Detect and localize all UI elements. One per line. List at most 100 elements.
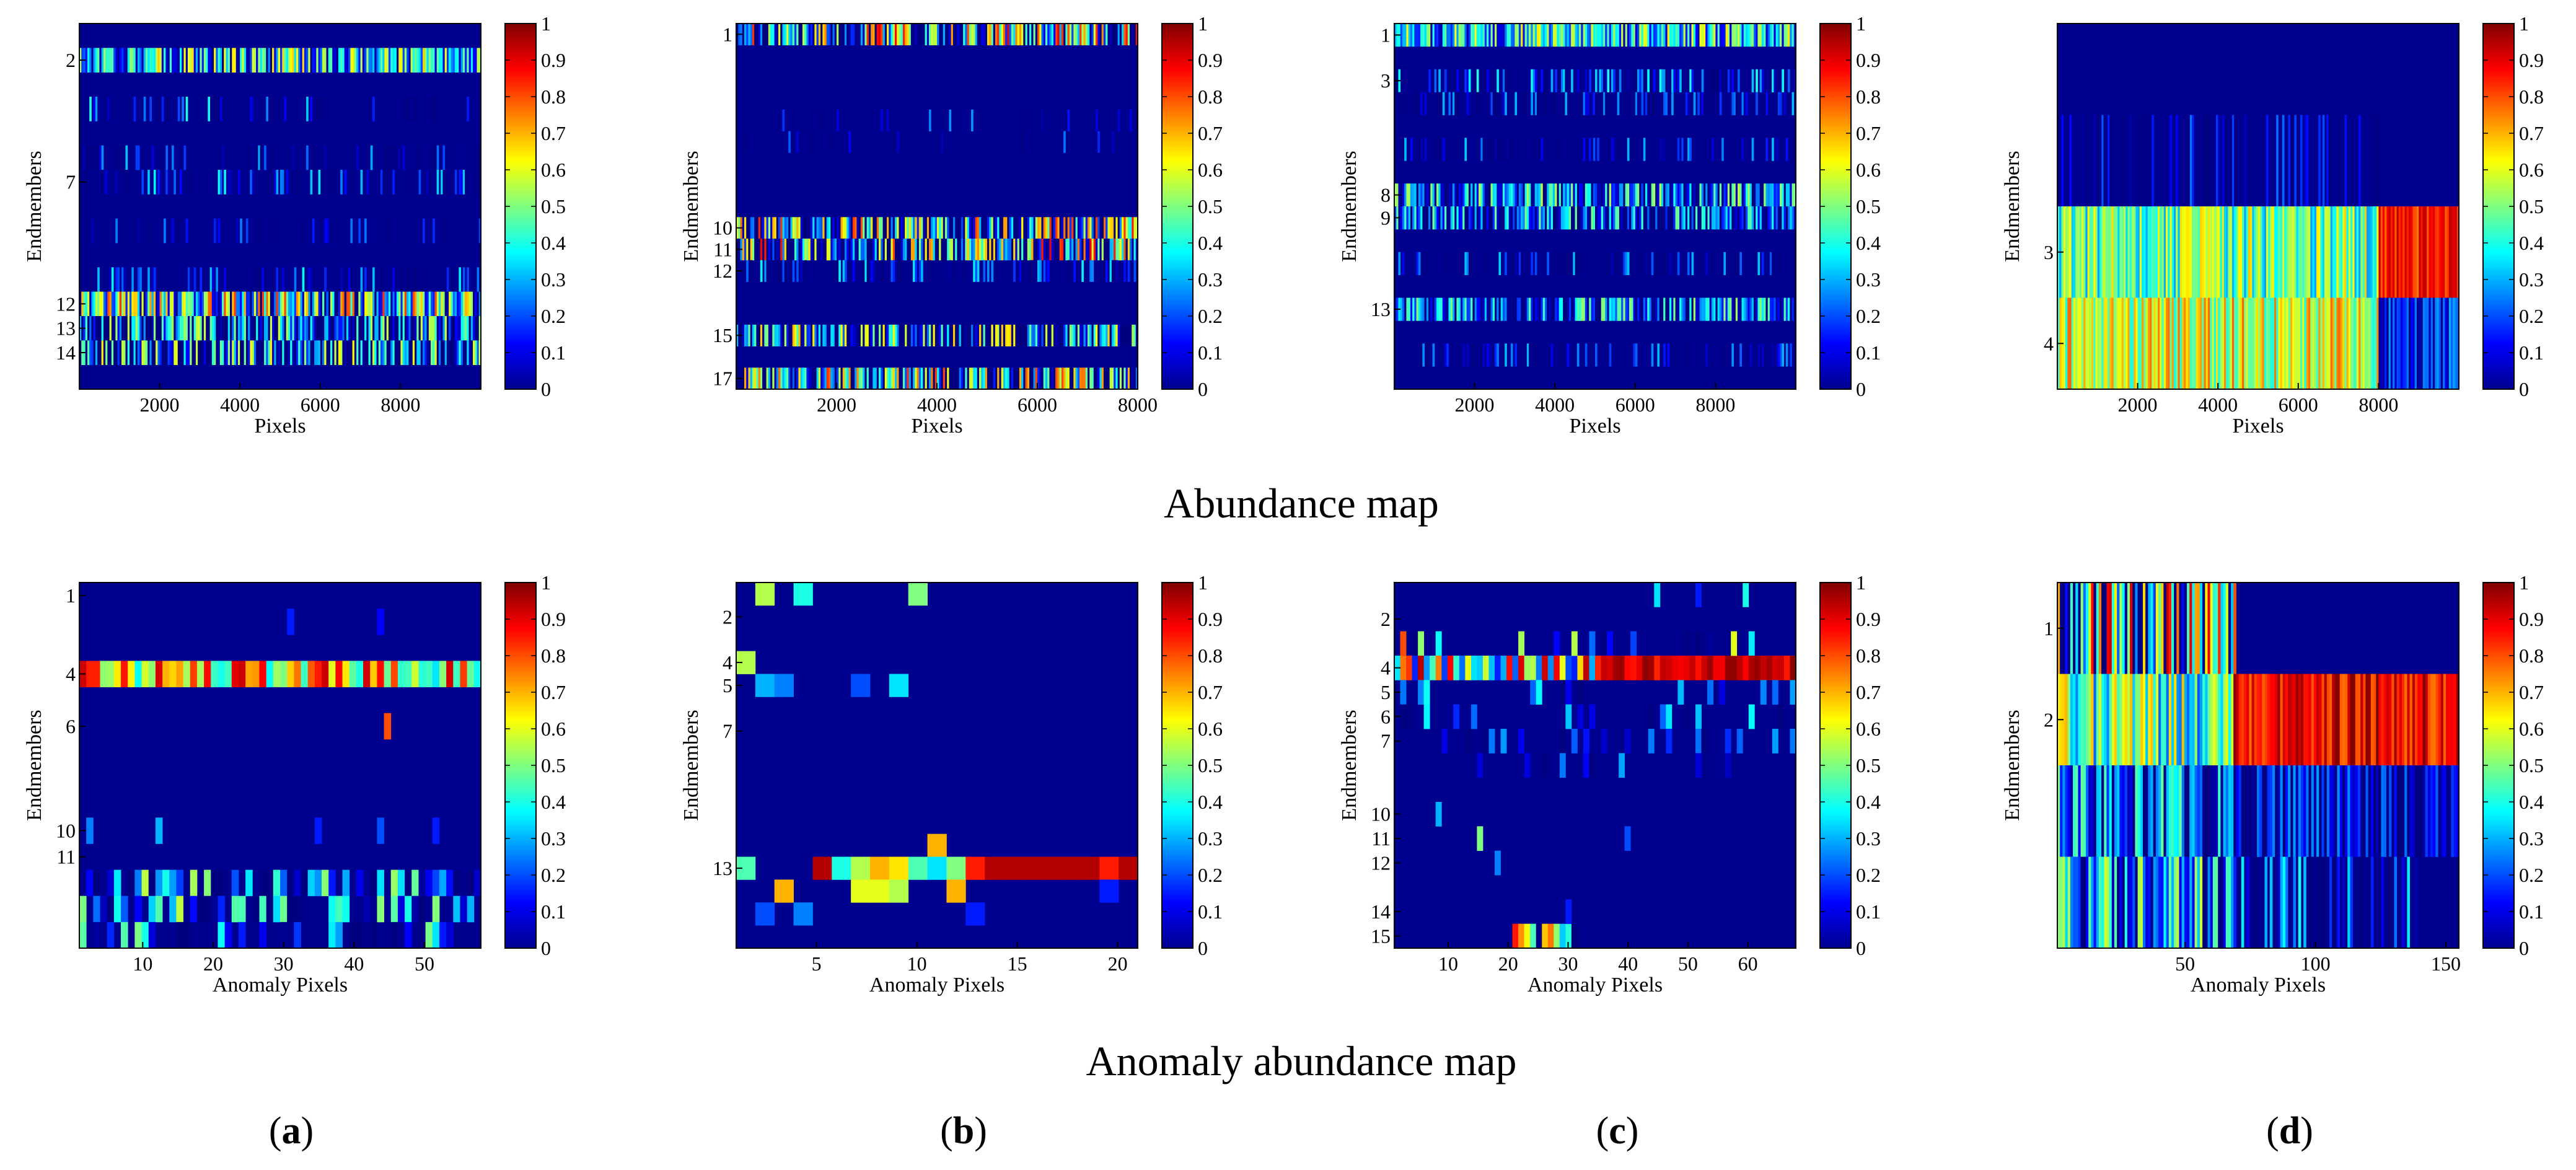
heatmap-cell — [85, 340, 88, 366]
heatmap-cell — [2262, 206, 2265, 298]
heatmap-cell — [2393, 297, 2395, 390]
heatmap-cell — [232, 170, 234, 195]
heatmap-cell — [2394, 297, 2397, 390]
heatmap-cell — [814, 324, 817, 346]
heatmap-cell — [1550, 343, 1554, 367]
heatmap-cell — [973, 24, 975, 46]
heatmap-cell — [770, 239, 773, 261]
heatmap-cell — [139, 48, 142, 73]
heatmap-cell — [386, 145, 389, 170]
heatmap-cell — [1456, 206, 1459, 230]
heatmap-cell — [830, 239, 833, 261]
heatmap-cell — [1537, 206, 1539, 230]
heatmap-cell — [967, 217, 970, 239]
heatmap-cell — [444, 48, 447, 73]
heatmap-cell — [2293, 856, 2297, 949]
heatmap-cell — [1472, 206, 1475, 230]
heatmap-cell — [2414, 765, 2418, 857]
heatmap-cell — [338, 291, 341, 317]
heatmap-cell — [2404, 206, 2407, 298]
heatmap-cell — [2155, 674, 2159, 766]
heatmap-cell — [2358, 115, 2361, 207]
heatmap-cell — [1683, 656, 1690, 680]
heatmap-cell — [1555, 24, 1557, 47]
heatmap-cell — [280, 340, 283, 366]
heatmap-cell — [1595, 297, 1598, 321]
heatmap-cell — [989, 239, 991, 261]
heatmap-cell — [208, 48, 210, 73]
colorbar-tick-label: 0.8 — [1856, 644, 1881, 667]
heatmap-cell — [203, 316, 206, 341]
heatmap-cell — [1476, 206, 1479, 230]
y-tick-label: 2 — [723, 605, 732, 628]
heatmap-cell — [949, 367, 952, 390]
heatmap-cell — [2073, 583, 2076, 674]
heatmap-cell — [200, 48, 203, 73]
heatmap-cell — [866, 367, 869, 390]
heatmap-cell — [1577, 680, 1584, 705]
heatmap-cell — [1109, 239, 1112, 261]
heatmap-cell — [1442, 92, 1445, 115]
heatmap-cell — [2280, 856, 2284, 949]
heatmap-cell — [1601, 656, 1607, 680]
heatmap-cell — [1695, 704, 1702, 729]
heatmap-cell — [1472, 297, 1475, 321]
heatmap-cell — [1663, 206, 1666, 230]
heatmap-cell — [798, 217, 801, 239]
heatmap-cell — [1482, 343, 1485, 367]
heatmap-cell — [2228, 674, 2231, 766]
heatmap-cell — [1757, 24, 1761, 47]
heatmap-cell — [431, 316, 433, 341]
heatmap-cell — [2416, 297, 2419, 390]
heatmap-cell — [1607, 656, 1613, 680]
colorbar-tick-label: 0.3 — [541, 827, 566, 850]
heatmap-cell — [2142, 674, 2146, 766]
heatmap-cell — [2196, 206, 2199, 298]
heatmap-cell — [1699, 183, 1702, 207]
heatmap-cell — [1765, 183, 1769, 207]
heatmap-cell — [1790, 206, 1792, 230]
heatmap-cell — [866, 24, 869, 46]
heatmap-cell — [2422, 674, 2426, 766]
heatmap-cell — [1025, 324, 1028, 346]
heatmap-cell — [860, 24, 863, 46]
heatmap-cell — [370, 340, 373, 366]
y-tick-label: 11 — [713, 238, 732, 260]
heatmap-cell — [1123, 260, 1126, 282]
heatmap-cell — [370, 48, 373, 73]
heatmap-cell — [943, 324, 946, 346]
heatmap-cell — [1707, 69, 1710, 93]
heatmap-cell — [1423, 680, 1430, 705]
colorbar-tick-label: 0.9 — [1198, 49, 1223, 71]
heatmap-cell — [1629, 24, 1632, 47]
heatmap-cell — [1426, 183, 1429, 207]
heatmap-cell — [423, 340, 425, 366]
heatmap-cell — [1659, 656, 1666, 680]
heatmap-cell — [172, 145, 174, 170]
heatmap-cell — [917, 217, 920, 239]
heatmap-cell — [426, 291, 429, 317]
heatmap-cell — [1460, 183, 1463, 207]
heatmap-cell — [1524, 92, 1528, 115]
heatmap-cell — [2178, 115, 2181, 207]
colorbar-tick-label: 0.7 — [541, 681, 566, 703]
heatmap-cell — [416, 291, 419, 317]
heatmap-cell — [1114, 367, 1116, 390]
heatmap-cell — [1420, 183, 1423, 207]
heatmap-cell — [1422, 252, 1425, 276]
heatmap-cell — [467, 661, 475, 687]
heatmap-cell — [971, 367, 974, 390]
heatmap-cell — [1049, 367, 1052, 390]
x-tick-label: 10 — [133, 952, 152, 975]
heatmap-cell — [933, 324, 936, 346]
heatmap-cell — [312, 316, 315, 341]
heatmap-cell — [2181, 206, 2184, 298]
heatmap-cell — [1589, 138, 1591, 161]
heatmap-cell — [1017, 24, 1020, 46]
heatmap-cell — [873, 260, 875, 282]
heatmap-cell — [2404, 765, 2407, 857]
heatmap-cell — [2262, 765, 2265, 857]
heatmap-cell — [382, 170, 385, 195]
heatmap-cell — [1659, 206, 1662, 230]
